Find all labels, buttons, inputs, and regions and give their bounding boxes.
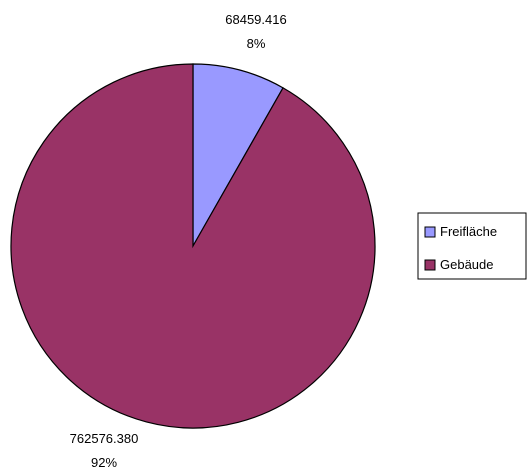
pie-slice-gebaeude — [10, 63, 376, 429]
data-label-percent-freiflaeche: 8% — [247, 36, 266, 51]
legend-box — [417, 212, 527, 280]
legend-swatch-freiflaeche — [424, 226, 436, 238]
legend: Freifläche Gebäude — [417, 212, 527, 280]
legend-label-gebaeude: Gebäude — [440, 257, 494, 272]
data-label-value-gebaeude: 762576.380 — [70, 431, 139, 446]
legend-swatch-gebaeude — [424, 259, 436, 271]
pie-slice-freiflaeche — [192, 63, 284, 249]
data-labels: 68459.416 8% 762576.380 92% — [70, 12, 287, 470]
data-label-value-freiflaeche: 68459.416 — [225, 12, 286, 27]
legend-label-freiflaeche: Freifläche — [440, 224, 497, 239]
data-label-percent-gebaeude: 92% — [91, 455, 117, 470]
pie-slices — [10, 63, 376, 429]
